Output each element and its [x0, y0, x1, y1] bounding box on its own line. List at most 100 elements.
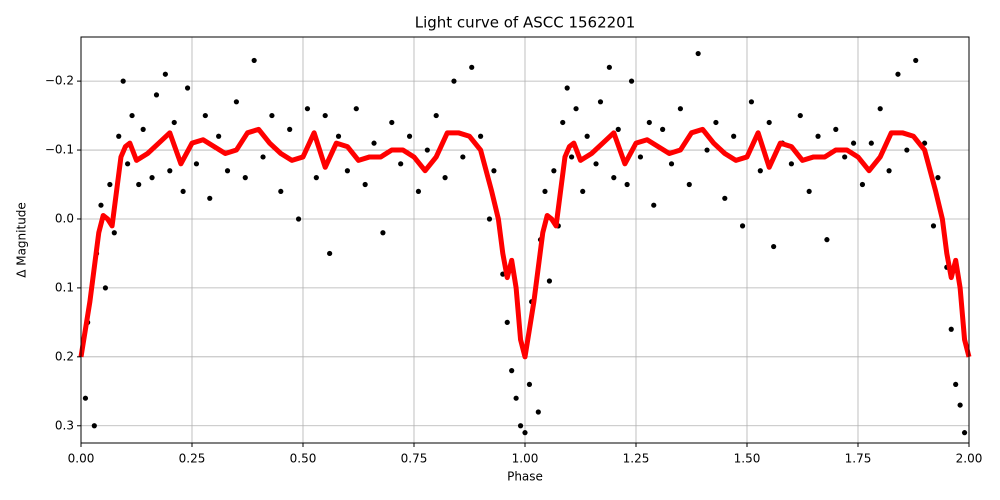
data-point — [251, 57, 257, 64]
data-point — [362, 181, 368, 188]
x-tick-label: 1.00 — [512, 452, 539, 466]
data-point — [107, 181, 113, 188]
chart-title: Light curve of ASCC 1562201 — [415, 14, 636, 32]
data-point — [353, 106, 359, 112]
data-point — [597, 99, 604, 105]
data-point — [606, 64, 612, 70]
data-point — [478, 133, 484, 139]
data-point — [788, 161, 795, 167]
data-point — [509, 368, 515, 374]
data-point — [344, 168, 350, 174]
y-tick-label: 0.0 — [55, 211, 74, 225]
x-tick-label: 0.75 — [401, 452, 428, 466]
data-point — [957, 402, 963, 408]
x-tick-label: 0.50 — [290, 452, 317, 466]
data-point — [513, 395, 519, 401]
data-point — [180, 188, 186, 195]
data-point — [442, 175, 448, 181]
data-point — [140, 126, 146, 132]
data-point — [877, 106, 883, 112]
data-point — [207, 195, 213, 201]
data-point — [904, 147, 910, 153]
data-point — [406, 133, 413, 139]
data-point — [136, 181, 142, 188]
x-tick-label: 1.25 — [623, 452, 650, 466]
y-tick-label: 0.1 — [55, 280, 74, 294]
data-point — [573, 106, 579, 112]
x-tick-label: 2.00 — [956, 452, 983, 466]
data-point — [961, 430, 968, 436]
data-point — [913, 57, 919, 64]
data-point — [327, 250, 333, 257]
data-point — [526, 381, 533, 388]
data-point — [171, 119, 177, 126]
data-point — [322, 112, 328, 119]
data-point — [564, 85, 570, 91]
data-point — [335, 133, 342, 139]
x-tick-label: 1.75 — [845, 452, 872, 466]
data-point — [415, 188, 422, 195]
y-tick-label: −0.1 — [45, 143, 74, 157]
grid — [80, 37, 970, 443]
data-point — [202, 112, 208, 119]
data-point — [216, 133, 222, 139]
y-axis-label: Δ Magnitude — [15, 202, 29, 278]
data-point — [895, 71, 901, 77]
data-point — [948, 326, 954, 332]
data-point — [593, 161, 599, 167]
data-point — [546, 278, 553, 284]
data-point — [748, 99, 755, 105]
data-point — [295, 216, 302, 222]
data-point — [713, 119, 719, 126]
data-point — [486, 216, 493, 222]
data-point — [380, 230, 386, 236]
data-point — [120, 78, 126, 84]
data-point — [517, 423, 524, 429]
data-point — [695, 50, 701, 57]
data-point — [842, 154, 848, 160]
data-point — [651, 202, 657, 208]
data-point — [535, 409, 541, 415]
data-point — [542, 188, 548, 195]
data-point — [304, 106, 311, 112]
data-point — [242, 175, 248, 181]
data-point — [704, 147, 710, 153]
x-tick-label: 0.25 — [179, 452, 206, 466]
data-point — [766, 119, 772, 126]
data-point — [731, 133, 737, 139]
data-point — [287, 126, 293, 132]
data-point — [806, 188, 812, 195]
data-point — [398, 161, 404, 167]
data-point — [162, 71, 168, 77]
data-point — [269, 112, 275, 119]
data-point — [149, 175, 155, 181]
data-point — [193, 161, 200, 167]
data-point — [389, 119, 395, 126]
data-point — [371, 140, 377, 146]
data-point — [868, 140, 874, 146]
data-point — [522, 430, 528, 436]
data-point — [551, 168, 557, 174]
data-point — [569, 154, 575, 160]
data-point — [233, 99, 239, 105]
data-point — [637, 154, 644, 160]
data-point — [677, 106, 684, 112]
data-point — [797, 112, 803, 119]
data-point — [930, 223, 937, 229]
data-point — [469, 64, 475, 70]
y-tick-label: 0.3 — [55, 418, 74, 432]
data-point — [833, 126, 839, 132]
data-point — [628, 78, 635, 84]
data-point — [739, 223, 746, 229]
data-point — [686, 181, 692, 188]
data-point — [886, 168, 892, 174]
data-point — [580, 188, 586, 195]
data-point — [260, 154, 266, 160]
y-tick-label: 0.2 — [55, 349, 74, 363]
data-point — [611, 175, 617, 181]
data-point — [850, 140, 857, 146]
data-point — [660, 126, 666, 132]
x-tick-label: 1.50 — [734, 452, 761, 466]
data-point — [491, 168, 497, 174]
